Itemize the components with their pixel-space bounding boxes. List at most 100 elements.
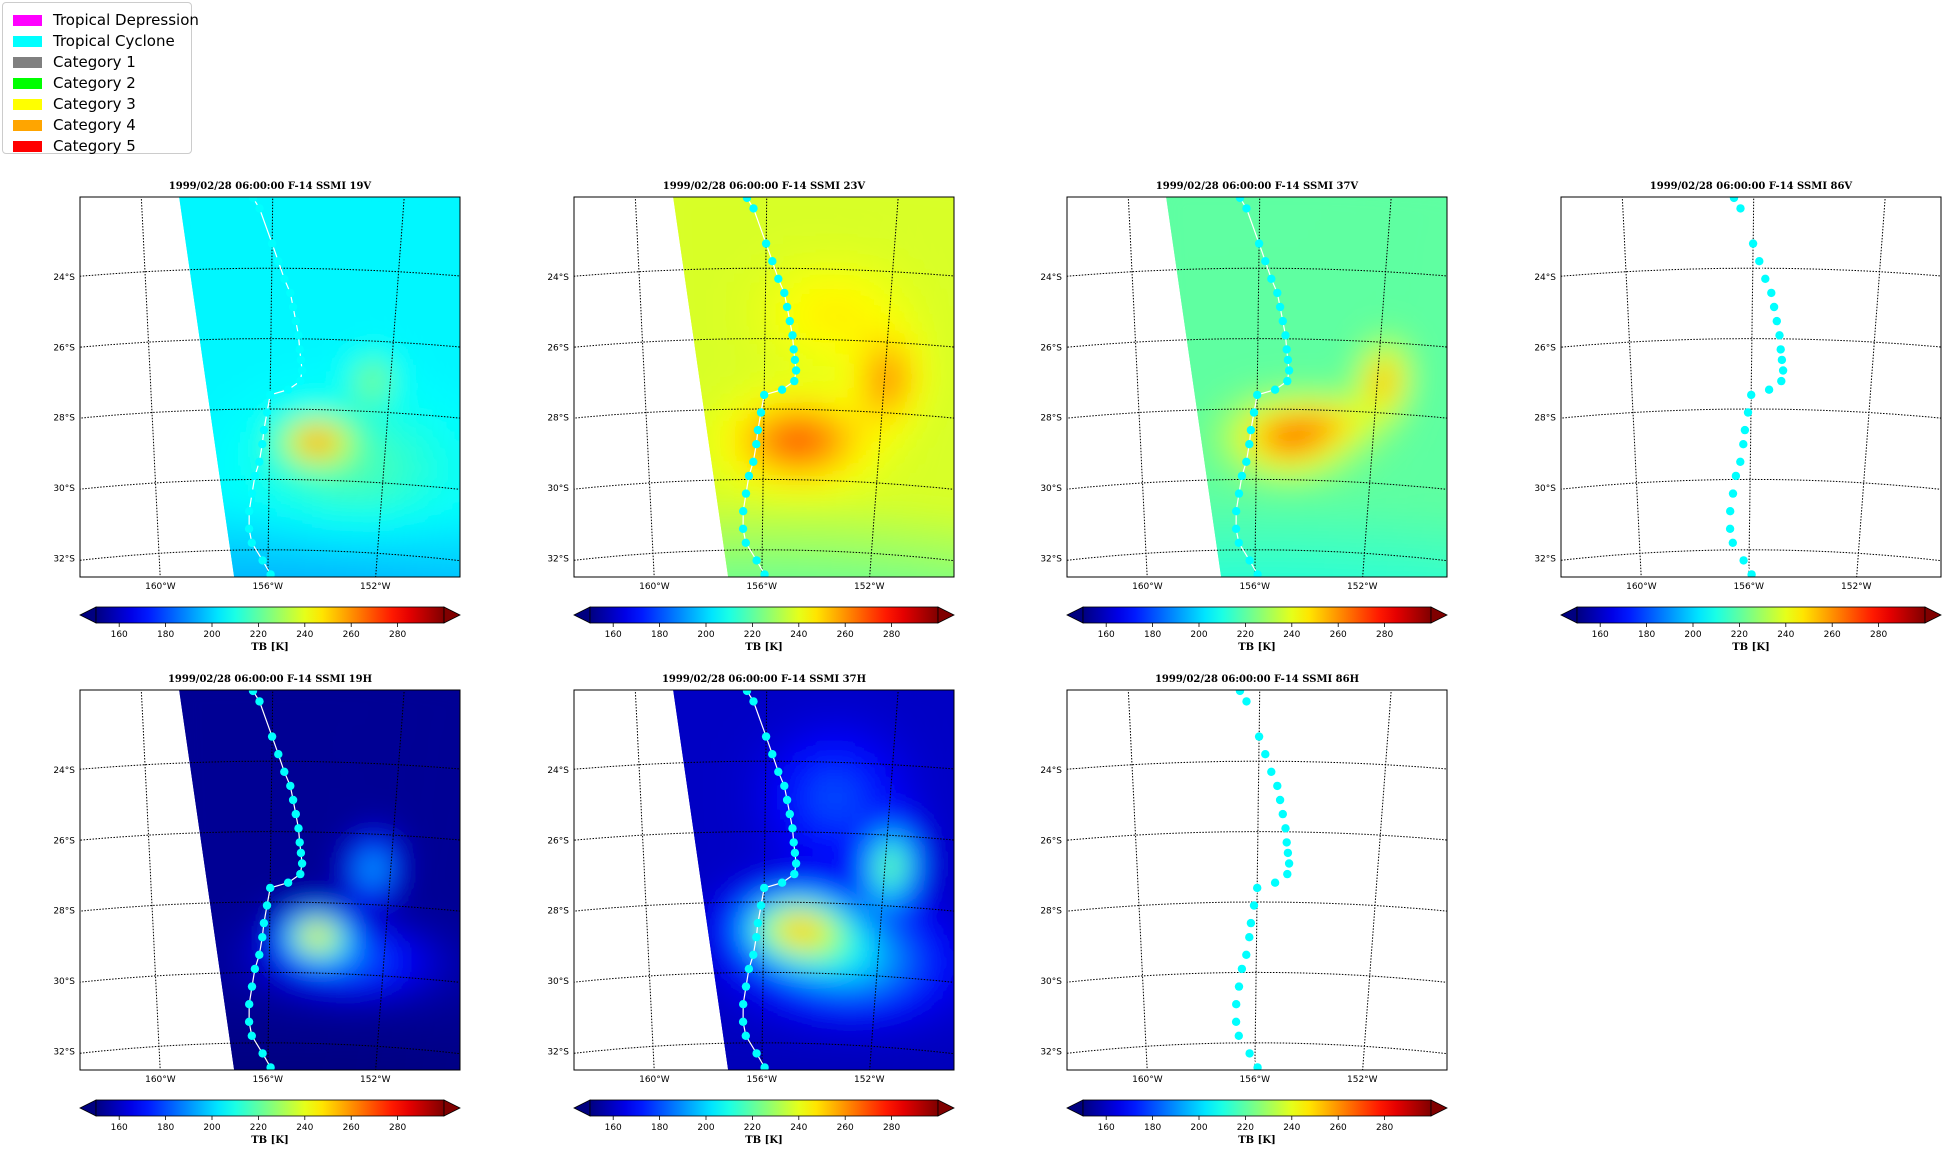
track-point [1270,385,1280,394]
track-point [1245,1049,1254,1058]
track-point [255,950,264,959]
lon-tick-label: 160°W [1132,582,1163,592]
panel-title: 1999/02/28 06:00:00 F-14 SSMI 37H [662,674,866,685]
colorbar: 160 180 200 220 240 260 280 TB [K] [573,1099,955,1146]
lat-tick-label: 30°S [547,977,569,987]
lat-tick-label: 28°S [1534,414,1556,424]
track-point [741,538,750,547]
colorbar-tick-label: 260 [343,1123,360,1133]
track-point [1242,697,1251,706]
colorbar-bar [589,606,939,624]
track-point [1253,390,1262,400]
colorbar-tick-label: 240 [790,1123,807,1133]
grid-line [80,267,460,277]
colorbar-bar [1576,606,1926,624]
grid-line [140,690,161,1070]
track-point [753,918,763,928]
track-point [286,781,295,791]
track-point [280,767,289,776]
colorbar-bar [95,606,445,624]
lat-tick-label: 32°S [1040,1048,1062,1058]
colorbar-label: TB [K] [745,1135,783,1146]
track-point [1747,570,1756,577]
track-point [1764,385,1774,394]
track-point [259,918,269,928]
lat-tick-label: 30°S [1040,977,1062,987]
colorbar-tick-label: 160 [111,630,128,640]
lon-tick-label: 160°W [639,1075,670,1085]
colorbar-max-arrow [1430,1099,1448,1117]
grid-line [80,1042,460,1055]
track-point [1267,767,1276,776]
lon-tick-label: 152°W [854,1075,885,1085]
track-point [1273,288,1282,298]
colorbar-bar [1082,1099,1432,1117]
map-frame [573,196,955,578]
track-point [761,732,771,741]
colorbar-tick-label: 200 [1190,630,1207,640]
track-point [742,197,752,203]
track-point [752,933,761,942]
track-point [262,901,272,910]
colorbar-max-arrow [937,1099,955,1117]
track-point [1246,425,1256,435]
track-point [1278,809,1287,819]
colorbar: 160 180 200 220 240 260 280 TB [K] [79,606,461,653]
panel-title: 1999/02/28 06:00:00 F-14 SSMI 86V [1650,181,1853,192]
track-point [760,390,769,400]
panel-title: 1999/02/28 06:00:00 F-14 SSMI 37V [1156,181,1359,192]
track-point [741,489,751,498]
lat-tick-label: 30°S [53,484,75,494]
colorbar-tick-label: 240 [1283,1123,1300,1133]
lat-tick-label: 26°S [1534,343,1556,353]
track-point [1777,355,1787,365]
track-point [782,795,792,805]
panel-title: 1999/02/28 06:00:00 F-14 SSMI 19H [168,674,372,685]
lat-tick-label: 26°S [547,343,569,353]
track-point [248,690,258,696]
track-point [262,408,272,417]
track-point [791,366,801,375]
track-point [790,869,799,879]
track-point [789,345,798,354]
track-point [1273,781,1282,791]
lon-tick-label: 160°W [1132,1075,1163,1085]
lat-tick-label: 28°S [1040,907,1062,917]
track-point [761,239,771,248]
legend-swatch [13,98,42,110]
colorbar-tick-label: 240 [1777,630,1794,640]
track-point [1237,471,1247,481]
colorbar-tick-label: 260 [1330,1123,1347,1133]
map-frame [573,689,955,1071]
grid-line [634,197,655,577]
track-point [739,1000,748,1009]
track-point [774,274,783,283]
lat-tick-label: 32°S [1534,555,1556,565]
track-point [1725,524,1735,533]
track-point [1278,316,1287,326]
track-point [1234,489,1244,498]
track-point [255,457,264,466]
track-point [1253,1063,1262,1070]
colorbar-tick-label: 200 [203,630,220,640]
track-point [749,697,758,706]
track-point [744,471,754,481]
legend-swatch [13,14,42,26]
track-point [244,1017,254,1026]
lon-tick-label: 156°W [1240,1075,1271,1085]
grid-line [869,690,899,1070]
colorbar-bar [589,1099,939,1117]
track-point [1261,750,1270,759]
lon-tick-label: 156°W [1734,582,1765,592]
lat-tick-label: 28°S [1040,414,1062,424]
map-frame [1560,196,1942,578]
track-point [1253,883,1262,893]
track-point [777,385,787,394]
track-point [1283,376,1292,386]
track-point [788,331,797,340]
colorbar-tick-label: 180 [651,630,668,640]
lon-tick-label: 152°W [854,582,885,592]
track-point [741,982,751,991]
track-point [266,1063,275,1070]
track-point [267,239,277,248]
